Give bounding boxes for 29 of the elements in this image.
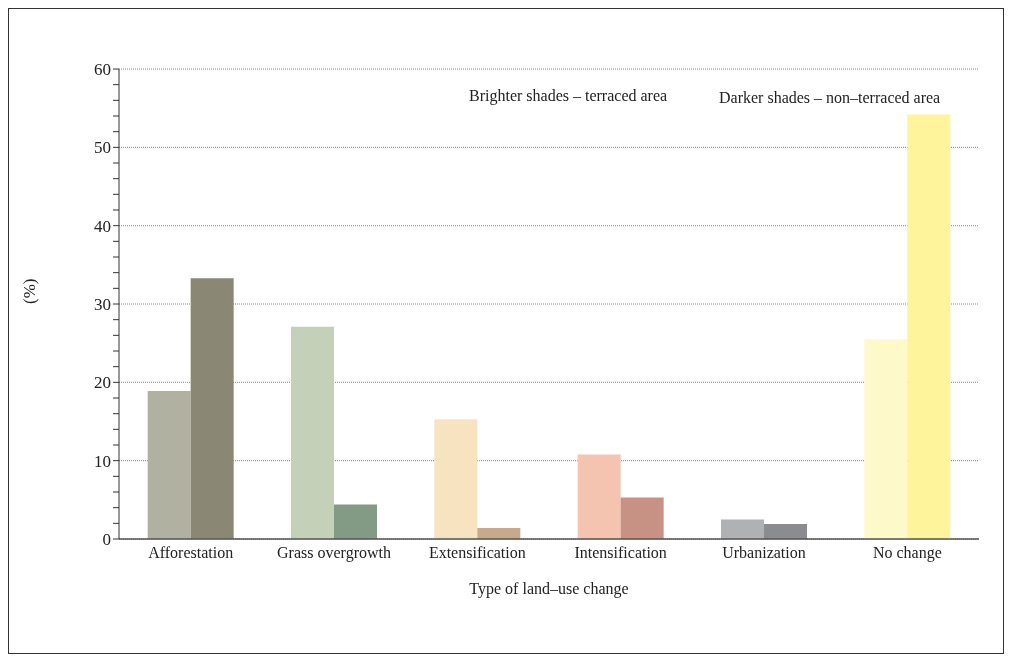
y-tick-label: 60: [94, 60, 111, 80]
x-tick-label: Urbanization: [722, 544, 806, 562]
bar: [721, 519, 764, 539]
annotation: Brighter shades – terraced area: [469, 87, 668, 105]
bar: [577, 454, 621, 539]
y-tick-label: 10: [94, 451, 111, 471]
y-tick-label: 40: [94, 216, 111, 236]
bar: [291, 326, 334, 539]
y-tick-label: 20: [94, 373, 111, 393]
bar: [147, 390, 191, 539]
bar: [864, 339, 908, 539]
bar: [334, 504, 377, 539]
y-tick-label: 0: [102, 530, 111, 550]
annotation: Darker shades – non–terraced area: [719, 89, 941, 107]
x-tick-label: Intensification: [574, 544, 667, 562]
x-tick-label: Grass overgrowth: [277, 544, 391, 563]
x-tick-label: Extensification: [428, 544, 526, 562]
x-tick-label: Afforestation: [148, 544, 234, 562]
bar: [434, 419, 478, 539]
x-axis-title: Type of land–use change: [469, 580, 629, 598]
bar: [620, 497, 664, 539]
bar: [477, 528, 521, 539]
bar: [907, 114, 951, 539]
y-tick-label: 30: [94, 295, 111, 315]
bar: [190, 278, 234, 539]
y-axis-title: (%): [20, 278, 40, 304]
y-tick-label: 50: [94, 138, 111, 158]
bar: [764, 524, 807, 539]
x-tick-label: No change: [872, 544, 942, 563]
